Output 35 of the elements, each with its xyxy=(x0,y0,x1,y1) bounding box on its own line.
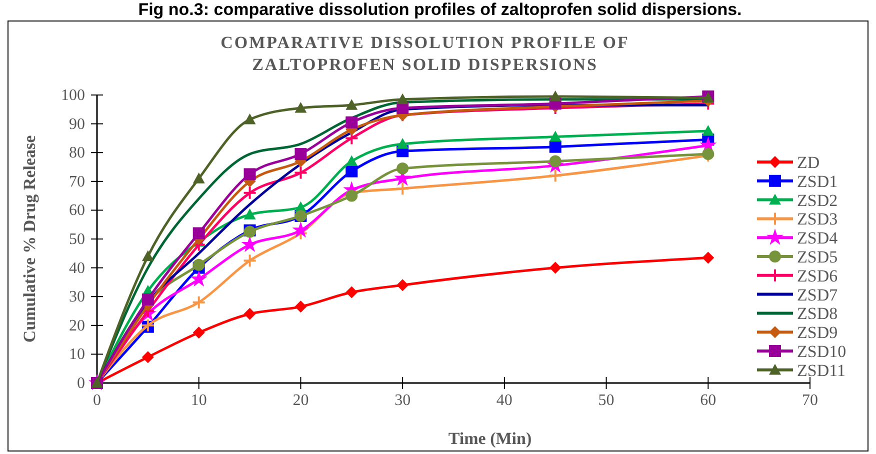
y-tick-label: 70 xyxy=(69,173,85,190)
x-axis-title: Time (Min) xyxy=(448,429,532,448)
legend-label: ZSD11 xyxy=(797,360,846,380)
x-tick-label: 40 xyxy=(496,392,512,409)
legend-label: ZSD2 xyxy=(797,190,838,210)
legend-label: ZSD9 xyxy=(797,323,838,342)
legend-label: ZSD1 xyxy=(797,172,838,191)
legend-label: ZSD8 xyxy=(797,304,838,324)
legend-label: ZSD6 xyxy=(797,266,838,286)
y-tick-label: 40 xyxy=(69,260,85,277)
y-tick-label: 0 xyxy=(77,375,85,392)
x-tick-label: 50 xyxy=(598,392,614,409)
legend-label: ZSD4 xyxy=(797,228,838,248)
legend-label: ZSD7 xyxy=(797,285,838,304)
y-tick-label: 100 xyxy=(61,87,85,104)
x-tick-label: 30 xyxy=(394,392,411,409)
legend-label: ZD xyxy=(797,153,820,172)
y-tick-label: 50 xyxy=(69,231,85,248)
y-tick-label: 80 xyxy=(69,144,85,162)
y-tick-label: 20 xyxy=(69,317,85,334)
legend-label: ZSD3 xyxy=(797,210,838,229)
x-tick-label: 0 xyxy=(93,392,101,409)
text: Fig no.3: comparative dissolution profiles of zaltoprofen solid dispersions. xyxy=(138,0,742,19)
x-tick-label: 70 xyxy=(802,392,818,409)
legend-label: ZSD10 xyxy=(797,342,846,361)
chart-title: COMPARATIVE DISSOLUTION PROFILE OF ZALTOPROFEN SOLID DISPERSIONS xyxy=(220,33,630,74)
legend-label: ZSD5 xyxy=(797,248,838,266)
x-tick-label: 60 xyxy=(700,392,716,409)
x-tick-label: 10 xyxy=(190,392,207,409)
y-tick-label: 90 xyxy=(69,116,85,133)
y-axis-title: Cumulative % Drug Release xyxy=(20,134,39,343)
x-tick-label: 20 xyxy=(292,392,309,409)
y-tick-label: 10 xyxy=(69,346,85,364)
y-tick-label: 60 xyxy=(69,202,85,220)
y-tick-label: 30 xyxy=(69,288,85,306)
